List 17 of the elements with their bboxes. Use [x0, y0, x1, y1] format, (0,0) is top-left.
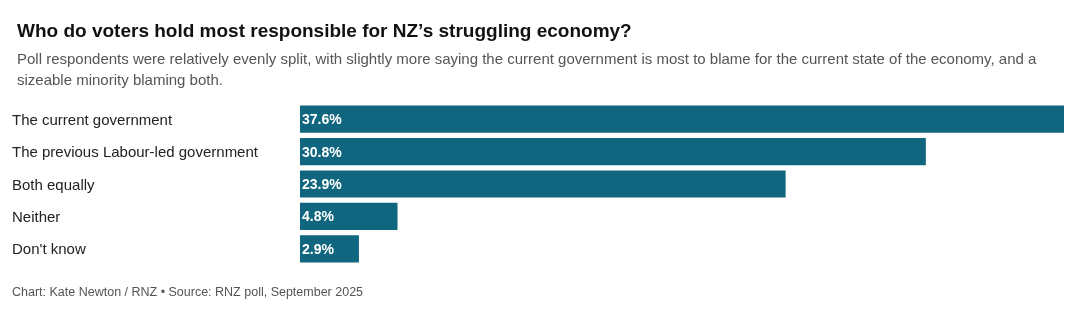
data-label: 30.8%: [302, 143, 343, 160]
data-label: 2.9%: [302, 240, 335, 257]
text: Chart: Kate Newton / RNZ • Source: RNZ poll, September 2025: [12, 284, 364, 299]
bar: [300, 137, 926, 166]
data-label: 4.8%: [302, 208, 335, 225]
y-tick-label: Both equally: [12, 175, 96, 193]
data-label: 23.9%: [302, 176, 343, 192]
chart-title: Who do voters hold most responsible for NZ’s struggling economy?: [17, 20, 632, 41]
y-tick-label: Don't know: [12, 240, 86, 258]
chart-subtitle: Poll respondents were relatively evenly split, with slightly more saying the current government is most to blame for the current state of the economy, and a sizeable minority blaming both.: [17, 50, 1041, 88]
bar: [300, 202, 398, 231]
y-tick-label: Neither: [12, 207, 61, 225]
y-tick-label: The previous Labour-led government: [12, 143, 259, 161]
bar: [300, 170, 786, 198]
y-tick-label: The current government: [12, 110, 173, 128]
data-label: 37.6%: [302, 111, 343, 128]
bar: [300, 105, 1064, 133]
